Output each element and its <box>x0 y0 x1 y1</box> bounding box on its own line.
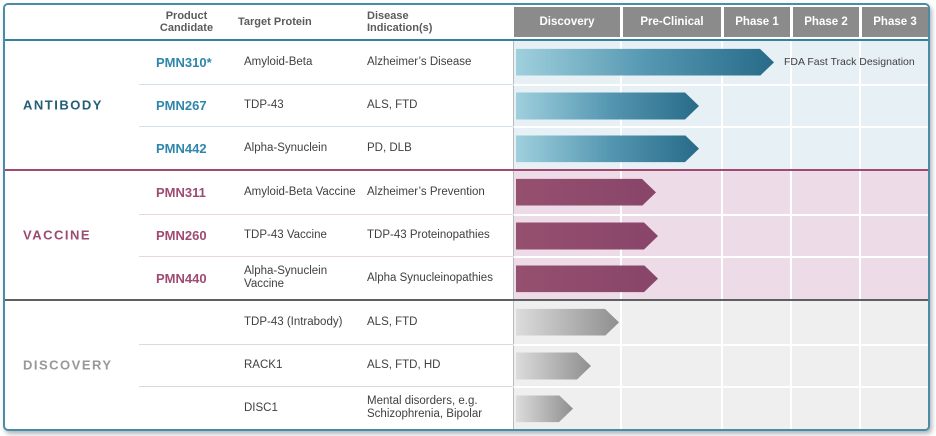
disease-indication: Alzheimer’s Disease <box>367 55 472 68</box>
pipeline-board: Product Candidate Target Protein Disease… <box>3 3 930 431</box>
timeline-lane <box>513 126 928 170</box>
phase-header-phase1: Phase 1 <box>724 7 790 37</box>
phase-header-preclinical: Pre-Clinical <box>623 7 721 37</box>
target-protein: DISC1 <box>234 386 359 429</box>
header-divider-line <box>5 39 928 41</box>
progress-arrow <box>516 353 591 380</box>
column-header-target-protein: Target Protein <box>238 16 312 28</box>
pipeline-row-pmn260: PMN260 TDP-43 Vaccine TDP-43 Proteinopat… <box>5 213 928 257</box>
disease-indication: Mental disorders, e.g. Schizophrenia, Bi… <box>359 386 513 429</box>
phase-header-row: Discovery Pre-Clinical Phase 1 Phase 2 P… <box>514 7 928 37</box>
pipeline-row-tdp43-intrabody: TDP-43 (Intrabody) ALS, FTD <box>5 301 928 344</box>
column-header-product-candidate: Product Candidate <box>159 10 214 34</box>
pipeline-row-pmn267: PMN267 TDP-43 ALS, FTD <box>5 83 928 127</box>
category-spacer <box>5 301 139 344</box>
section-label-vaccine: VACCINE <box>23 227 92 243</box>
target-protein: Alpha-Synuclein Vaccine <box>234 256 359 299</box>
candidate-name: PMN440 <box>139 256 234 299</box>
pipeline-row-pmn310: PMN310* Amyloid-Beta Alzheimer’s Disease… <box>5 41 928 84</box>
pipeline-row-pmn442: PMN442 Alpha-Synuclein PD, DLB <box>5 126 928 170</box>
candidate-name: PMN267 <box>139 83 234 127</box>
progress-arrow <box>516 93 699 120</box>
target-protein: Amyloid-Beta <box>244 55 313 68</box>
progress-arrow <box>516 395 573 422</box>
disease-indication: PD, DLB <box>359 126 513 169</box>
disease-indication: ALS, FTD <box>359 83 513 127</box>
target-protein: TDP-43 (Intrabody) <box>244 315 343 328</box>
target-protein: RACK1 <box>234 343 359 387</box>
progress-arrow <box>516 223 658 250</box>
target-protein: Alpha-Synuclein <box>234 126 359 169</box>
pipeline-row-pmn440: PMN440 Alpha-Synuclein Vaccine Alpha Syn… <box>5 256 928 300</box>
disease-indication: TDP-43 Proteinopathies <box>359 213 513 257</box>
progress-arrow <box>516 49 774 76</box>
candidate-name <box>139 301 234 344</box>
candidate-name: PMN310* <box>156 54 212 70</box>
section-vaccine: VACCINE PMN311 Amyloid-Beta Vaccine Alzh… <box>5 169 928 300</box>
timeline-lane <box>513 343 928 387</box>
section-discovery: DISCOVERY TDP-43 (Intrabody) ALS, FTD RA… <box>5 299 928 429</box>
header-row: Product Candidate Target Protein Disease… <box>5 5 928 39</box>
section-label-discovery: DISCOVERY <box>23 357 113 373</box>
category-spacer <box>5 126 139 169</box>
timeline-lane <box>513 256 928 300</box>
progress-arrow <box>516 179 656 206</box>
category-spacer <box>5 171 139 214</box>
target-protein: Amyloid-Beta Vaccine <box>244 185 356 198</box>
candidate-name <box>139 386 234 429</box>
pipeline-row-pmn311: PMN311 Amyloid-Beta Vaccine Alzheimer’s … <box>5 171 928 214</box>
candidate-name: PMN311 <box>156 184 206 200</box>
pipeline-row-disc1: DISC1 Mental disorders, e.g. Schizophren… <box>5 386 928 429</box>
disease-indication: Alpha Synucleinopathies <box>359 256 513 299</box>
timeline-lane <box>513 171 928 214</box>
timeline-lane <box>513 83 928 127</box>
timeline-lane <box>513 386 928 429</box>
candidate-name: PMN260 <box>139 213 234 257</box>
candidate-name <box>139 343 234 387</box>
section-label-antibody: ANTIBODY <box>23 97 103 113</box>
timeline-lane: FDA Fast Track Designation <box>513 41 928 84</box>
target-protein: TDP-43 Vaccine <box>234 213 359 257</box>
phase-header-discovery: Discovery <box>514 7 620 37</box>
timeline-lane <box>513 213 928 257</box>
candidate-name: PMN442 <box>139 126 234 169</box>
fda-fast-track-note: FDA Fast Track Designation <box>784 56 915 69</box>
category-spacer <box>5 41 139 84</box>
phase-header-phase2: Phase 2 <box>793 7 859 37</box>
target-protein: TDP-43 <box>234 83 359 127</box>
timeline-lane <box>513 301 928 344</box>
category-spacer <box>5 256 139 299</box>
disease-indication: ALS, FTD, HD <box>359 343 513 387</box>
progress-arrow <box>516 265 658 292</box>
column-header-disease-indications: Disease Indication(s) <box>367 10 433 34</box>
progress-arrow <box>516 309 619 336</box>
section-antibody: ANTIBODY PMN310* Amyloid-Beta Alzheimer’… <box>5 41 928 170</box>
disease-indication: ALS, FTD <box>367 315 418 328</box>
pipeline-row-rack1: RACK1 ALS, FTD, HD <box>5 343 928 387</box>
pipeline-grid: ANTIBODY PMN310* Amyloid-Beta Alzheimer’… <box>5 41 928 429</box>
category-spacer <box>5 386 139 429</box>
phase-header-phase3: Phase 3 <box>862 7 928 37</box>
progress-arrow <box>516 135 699 162</box>
disease-indication: Alzheimer’s Prevention <box>367 185 485 198</box>
